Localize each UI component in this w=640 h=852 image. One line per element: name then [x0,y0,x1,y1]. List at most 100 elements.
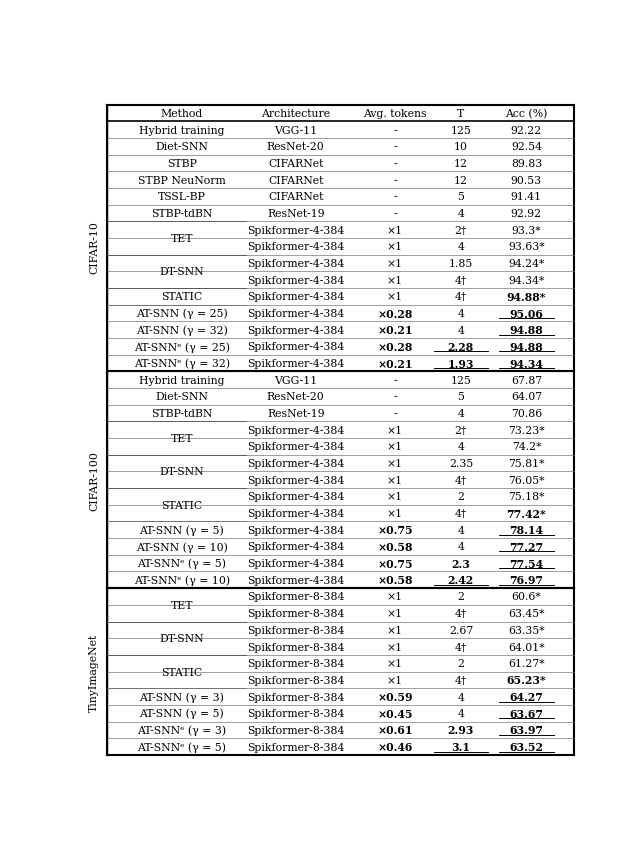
Text: ResNet-19: ResNet-19 [267,209,324,219]
Text: 75.81*: 75.81* [508,458,545,469]
Text: 91.41: 91.41 [511,192,542,202]
Text: 4: 4 [458,525,465,535]
Text: CIFARNet: CIFARNet [268,176,323,186]
Text: ×0.28: ×0.28 [377,308,413,320]
Text: 4: 4 [458,308,465,319]
Text: 4†: 4† [455,275,467,285]
Text: ResNet-20: ResNet-20 [267,142,324,153]
Text: Spikformer-8-384: Spikformer-8-384 [247,692,344,702]
Text: Spikformer-4-384: Spikformer-4-384 [247,525,344,535]
Text: Spikformer-4-384: Spikformer-4-384 [247,259,344,268]
Text: DT-SNN: DT-SNN [159,267,204,277]
Text: Spikformer-4-384: Spikformer-4-384 [247,342,344,352]
Text: Spikformer-8-384: Spikformer-8-384 [247,725,344,735]
Text: Spikformer-4-384: Spikformer-4-384 [247,492,344,502]
Text: 4: 4 [458,708,465,718]
Text: ×0.45: ×0.45 [377,708,413,719]
Text: CIFARNet: CIFARNet [268,192,323,202]
Text: 94.88*: 94.88* [507,291,546,302]
Text: 63.35*: 63.35* [508,625,545,635]
Text: STATIC: STATIC [161,292,202,302]
Text: 4†: 4† [455,675,467,685]
Text: ×0.58: ×0.58 [377,574,413,585]
Text: Spikformer-4-384: Spikformer-4-384 [247,226,344,235]
Text: Spikformer-8-384: Spikformer-8-384 [247,659,344,669]
Text: 4: 4 [458,209,465,219]
Text: 4†: 4† [455,475,467,486]
Text: 2.28: 2.28 [448,342,474,353]
Text: 90.53: 90.53 [511,176,542,186]
Text: ×1: ×1 [387,425,403,435]
Text: ×1: ×1 [387,442,403,452]
Text: Spikformer-4-384: Spikformer-4-384 [247,458,344,469]
Text: ×0.75: ×0.75 [377,558,413,569]
Text: 12: 12 [454,158,468,169]
Text: 64.27: 64.27 [509,691,543,702]
Text: 70.86: 70.86 [511,409,542,418]
Text: ×1: ×1 [387,625,403,635]
Text: AT-SNNᵉ (γ = 5): AT-SNNᵉ (γ = 5) [137,558,226,569]
Text: 5: 5 [458,392,465,402]
Text: 61.27*: 61.27* [508,659,545,669]
Text: 1.85: 1.85 [449,259,473,268]
Text: Avg. tokens: Avg. tokens [364,109,427,118]
Text: TET: TET [170,434,193,444]
Text: ×1: ×1 [387,659,403,669]
Text: 63.52: 63.52 [509,741,543,752]
Text: Hybrid training: Hybrid training [139,375,225,385]
Text: 2: 2 [458,659,465,669]
Text: AT-SNN (γ = 5): AT-SNN (γ = 5) [140,708,224,718]
Text: ×1: ×1 [387,458,403,469]
Text: 4: 4 [458,325,465,336]
Text: ×0.46: ×0.46 [377,741,413,752]
Text: 2.35: 2.35 [449,458,473,469]
Text: ×0.61: ×0.61 [377,724,413,735]
Text: Diet-SNN: Diet-SNN [156,392,208,402]
Text: 5: 5 [458,192,465,202]
Text: AT-SNN (γ = 3): AT-SNN (γ = 3) [140,692,224,702]
Text: 125: 125 [451,125,472,135]
Text: TET: TET [170,233,193,244]
Text: T: T [458,109,465,118]
Text: ×0.75: ×0.75 [377,525,413,536]
Text: Spikformer-4-384: Spikformer-4-384 [247,575,344,585]
Text: 93.3*: 93.3* [511,226,541,235]
Text: 4: 4 [458,692,465,702]
Text: ×1: ×1 [387,259,403,268]
Text: 94.34*: 94.34* [508,275,545,285]
Text: CIFAR-10: CIFAR-10 [89,221,99,273]
Text: 75.18*: 75.18* [508,492,545,502]
Text: STBP NeuNorm: STBP NeuNorm [138,176,225,186]
Text: ResNet-20: ResNet-20 [267,392,324,402]
Text: DT-SNN: DT-SNN [159,467,204,477]
Text: Spikformer-8-384: Spikformer-8-384 [247,608,344,619]
Text: 76.05*: 76.05* [508,475,545,486]
Text: 94.88: 94.88 [509,342,543,353]
Text: 67.87: 67.87 [511,375,542,385]
Text: 10: 10 [454,142,468,153]
Text: ×1: ×1 [387,475,403,486]
Text: ×1: ×1 [387,608,403,619]
Text: Spikformer-4-384: Spikformer-4-384 [247,509,344,519]
Text: ×0.58: ×0.58 [377,541,413,552]
Text: STBP-tdBN: STBP-tdBN [151,209,212,219]
Text: Spikformer-8-384: Spikformer-8-384 [247,642,344,652]
Text: 64.07: 64.07 [511,392,542,402]
Text: 4†: 4† [455,642,467,652]
Text: 76.97: 76.97 [509,574,543,585]
Text: 4: 4 [458,442,465,452]
Text: TinyImageNet: TinyImageNet [89,633,99,711]
Text: 77.27: 77.27 [509,541,543,552]
Text: 92.92: 92.92 [511,209,542,219]
Text: -: - [393,142,397,153]
Text: 92.22: 92.22 [511,125,542,135]
Text: AT-SNNᵉ (γ = 5): AT-SNNᵉ (γ = 5) [137,741,226,752]
Text: Spikformer-4-384: Spikformer-4-384 [247,442,344,452]
Text: 4†: 4† [455,608,467,619]
Text: 63.97: 63.97 [509,724,543,735]
Text: ×1: ×1 [387,292,403,302]
Text: STBP-tdBN: STBP-tdBN [151,409,212,418]
Text: -: - [393,409,397,418]
Text: STATIC: STATIC [161,500,202,510]
Text: AT-SNN (γ = 5): AT-SNN (γ = 5) [140,525,224,535]
